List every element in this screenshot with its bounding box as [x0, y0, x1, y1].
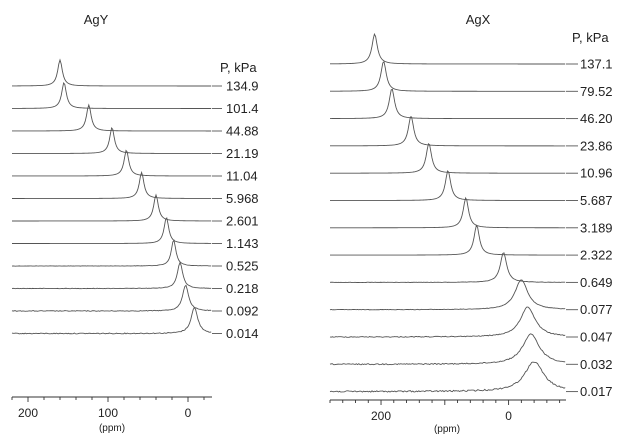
agy-panel-title: AgY — [84, 12, 109, 27]
agy-pressure-label: 134.9 — [226, 79, 259, 94]
agy-spectrum-trace — [12, 170, 212, 199]
agy-spectrum-trace — [11, 261, 212, 290]
agx-spectrum-trace — [329, 306, 566, 338]
agy-spectrum-trace — [12, 193, 212, 222]
agy-pressure-label: 0.014 — [226, 326, 259, 341]
agy-pressure-label: 11.04 — [226, 169, 258, 184]
agx-pressure-label: 137.1 — [580, 57, 613, 72]
agy-x-axis-label: (ppm) — [99, 423, 125, 434]
agx-pressure-label: 3.189 — [580, 220, 613, 235]
agy-pressure-label: 44.88 — [226, 124, 259, 139]
agx-spectrum-trace — [330, 170, 566, 201]
agx-spectrum-trace — [329, 279, 566, 311]
agx-panel-title: AgX — [466, 12, 491, 27]
agy-x-tick-label: 100 — [98, 406, 118, 420]
agx-spectrum-trace — [329, 32, 566, 65]
agy-x-tick-label: 200 — [18, 406, 38, 420]
agx-pressure-label: 46.20 — [580, 111, 613, 126]
agy-pressure-header: P, kPa — [220, 60, 257, 75]
agx-pressure-label: 2.322 — [580, 248, 613, 263]
agx-pressure-label: 0.047 — [580, 330, 613, 345]
agy-spectrum-trace — [12, 217, 212, 244]
agy-panel: 134.9 101.4 44.88 21.19 11.04 5.968 2.601 1.143… — [11, 58, 259, 434]
agx-pressure-label: 5.687 — [580, 193, 613, 208]
agy-spectrum-trace — [12, 127, 212, 154]
agx-spectrum-trace — [330, 116, 566, 147]
agx-spectrum-trace — [330, 196, 566, 229]
agy-x-tick-label: 0 — [185, 406, 192, 420]
agy-pressure-label: 0.218 — [226, 281, 259, 296]
agx-spectrum-trace — [329, 333, 566, 366]
agy-spectrum-trace — [11, 103, 212, 132]
agx-pressure-label: 0.032 — [580, 357, 613, 372]
agx-pressure-label: 10.96 — [580, 166, 613, 181]
agx-spectrum-trace — [329, 252, 566, 283]
agy-spectrum-trace — [11, 306, 212, 335]
agx-pressure-label: 0.077 — [580, 302, 613, 317]
agy-pressure-label: 21.19 — [226, 146, 259, 161]
agy-spectrum-trace — [12, 149, 212, 177]
agx-spectrum-trace — [330, 224, 566, 256]
agx-pressure-label: 23.86 — [580, 138, 613, 153]
agy-spectrum-trace — [12, 58, 212, 87]
agx-panel: 137.1 79.52 46.20 23.86 10.96 5.687 3.189 2.322… — [329, 32, 613, 435]
agy-pressure-label: 0.525 — [226, 259, 259, 274]
agx-spectrum-trace — [329, 361, 566, 393]
agy-pressure-label: 0.092 — [226, 304, 259, 319]
agy-spectrum-trace — [11, 239, 212, 267]
agx-spectrum-trace — [330, 60, 566, 92]
agx-x-tick-label: 0 — [505, 409, 512, 423]
agy-pressure-label: 1.143 — [226, 236, 259, 251]
agx-spectrum-trace — [330, 88, 566, 120]
agx-pressure-label: 0.649 — [580, 275, 613, 290]
agx-spectrum-trace — [330, 143, 566, 174]
agx-pressure-header: P, kPa — [572, 30, 609, 45]
agy-spectrum-trace — [11, 284, 212, 312]
agy-pressure-label: 101.4 — [226, 101, 259, 116]
agy-pressure-label: 2.601 — [226, 214, 259, 229]
agy-spectrum-trace — [12, 82, 212, 109]
agx-x-tick-label: 200 — [371, 409, 391, 423]
agx-x-axis-label: (ppm) — [434, 424, 460, 435]
agx-pressure-label: 79.52 — [580, 84, 613, 99]
agy-pressure-label: 5.968 — [226, 191, 259, 206]
agx-pressure-label: 0.017 — [580, 384, 613, 399]
